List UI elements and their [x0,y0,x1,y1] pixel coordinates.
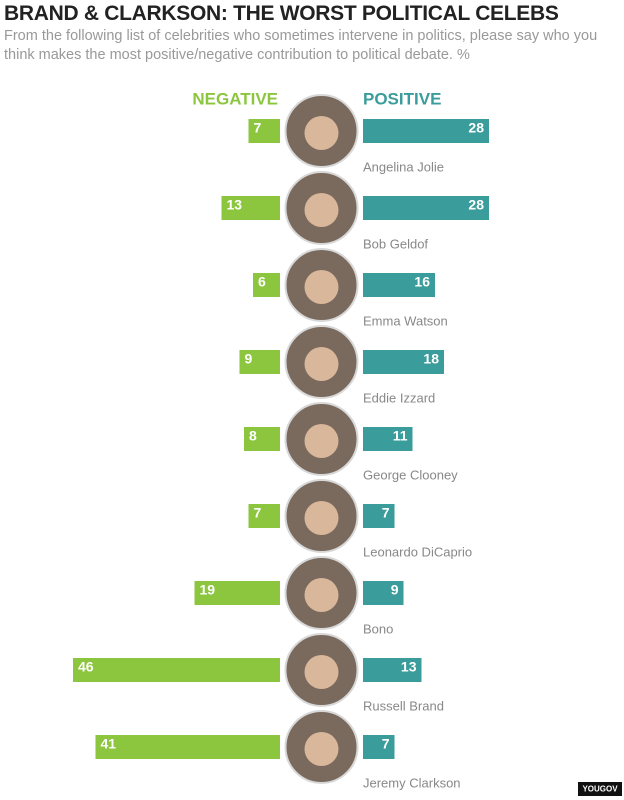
photo-face [304,424,339,458]
value-label: 41 [101,736,117,752]
value-label: 8 [249,428,257,444]
value-label: 11 [393,428,408,444]
value-label: 28 [468,197,484,213]
value-label: 13 [401,659,417,675]
category-label: Jeremy Clarkson [363,775,461,790]
value-label: 6 [258,274,266,290]
category-label: Emma Watson [363,313,448,328]
photo-face [304,193,339,227]
bar [248,119,280,143]
category-label: Russell Brand [363,698,444,713]
legend-label: POSITIVE [363,89,441,108]
value-label: 13 [227,197,243,213]
bar [73,658,280,682]
value-label: 16 [414,274,430,290]
category-label: Bono [363,621,393,636]
bar [239,350,280,374]
bar [194,581,280,605]
photo-face [304,655,339,689]
value-label: 7 [382,505,390,521]
category-label: Bob Geldof [363,236,428,251]
value-label: 46 [78,659,94,675]
bar [253,273,280,297]
value-label: 28 [468,120,484,136]
value-label: 7 [254,505,262,521]
category-label: Angelina Jolie [363,159,444,174]
bar [95,735,280,759]
bar [363,581,404,605]
photo-face [304,270,339,304]
bar [363,350,444,374]
bar [248,504,280,528]
value-label: 7 [254,120,262,136]
value-label: 19 [200,582,216,598]
bar [244,427,280,451]
photo-face [304,501,339,535]
category-label: Eddie Izzard [363,390,435,405]
category-label: George Clooney [363,467,458,482]
chart-subtitle: From the following list of celebrities w… [4,28,598,63]
bar [221,196,280,220]
bar [363,735,395,759]
value-label: 9 [245,351,253,367]
value-label: 9 [391,582,399,598]
bar [363,427,413,451]
photo-face [304,347,339,381]
chart-title: BRAND & CLARKSON: THE WORST POLITICAL CE… [4,2,559,25]
source-badge [578,782,622,796]
legend-label: NEGATIVE [192,89,278,108]
source: YOUGOV [582,785,618,794]
bar [363,273,435,297]
photo-face [304,116,339,150]
value-label: 7 [382,736,390,752]
bar [363,119,489,143]
photo-face [304,732,339,766]
bar [363,658,422,682]
value-label: 18 [423,351,439,367]
bar [363,196,489,220]
bar [363,504,395,528]
category-label: Leonardo DiCaprio [363,544,472,559]
photo-face [304,578,339,612]
